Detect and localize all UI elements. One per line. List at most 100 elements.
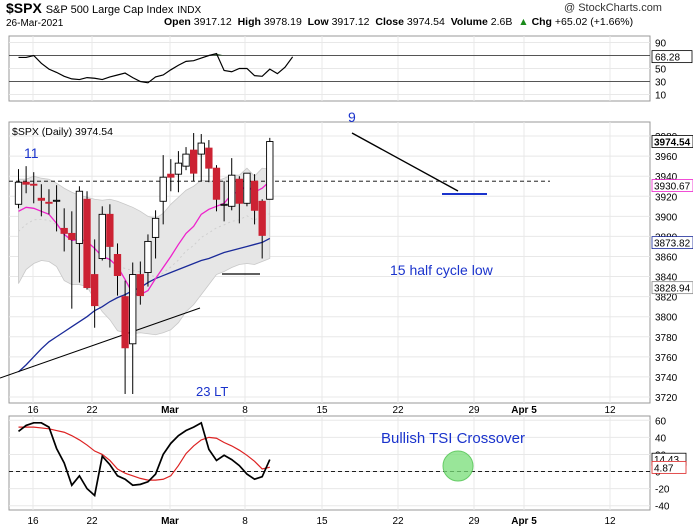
candle-down: [30, 183, 38, 186]
x-axis-label-bottom: 29: [468, 516, 480, 527]
price-value-label: 3828.94: [654, 284, 691, 295]
x-axis-label-bottom: 16: [27, 516, 39, 527]
price-value-tag: [651, 236, 693, 250]
candle-up: [174, 162, 183, 175]
price-tick-label: 3780: [655, 333, 678, 344]
candle-down: [45, 201, 53, 204]
price-tick-label: 3860: [655, 252, 678, 263]
candle-down: [22, 181, 30, 185]
exchange: INDX: [177, 5, 202, 16]
x-axis-label: Mar: [161, 405, 179, 416]
support-trend-line: [0, 307, 201, 379]
low-label: Low: [307, 16, 329, 28]
price-value-label: 3974.54: [654, 138, 691, 149]
candle-up: [197, 142, 205, 155]
x-axis-label: 16: [27, 405, 39, 416]
tsi-value-label: 4.87: [654, 463, 674, 474]
tsi-signal-line: [18, 426, 270, 481]
chg-label: Chg: [531, 16, 552, 28]
candle-down: [37, 197, 45, 201]
candle-down: [106, 213, 114, 247]
ma-long-line: [18, 237, 271, 373]
high-label: High: [237, 16, 261, 28]
candle-down: [68, 232, 76, 240]
candle-down: [205, 147, 213, 169]
candle-down: [121, 296, 129, 349]
candle-up: [182, 153, 190, 167]
candle-up: [228, 174, 236, 207]
x-axis-label: 22: [86, 405, 98, 416]
rsi-value-tag: [651, 50, 693, 64]
x-axis-label-bottom: 15: [316, 516, 328, 527]
candle-down: [235, 178, 243, 204]
tsi-line: [17, 421, 271, 498]
up-arrow-icon: ▲: [518, 16, 529, 28]
price-tick-label: 3840: [655, 273, 678, 284]
resistance-trend-line: [351, 132, 459, 192]
tsi-panel-frame: [8, 415, 651, 511]
close-value: 3974.54: [406, 16, 445, 28]
price-tick-label: 3760: [655, 353, 678, 364]
rsi-tick-label: 30: [655, 78, 667, 89]
open-value: 3917.12: [193, 16, 232, 28]
price-value-label: 3873.82: [654, 239, 691, 250]
candle-down: [113, 254, 122, 276]
candle-down: [83, 198, 91, 289]
volume-label: Volume: [450, 16, 488, 28]
candle-up: [98, 213, 106, 259]
price-tick-label: 3900: [655, 212, 678, 223]
price-value-tag: [651, 281, 693, 295]
candle-down: [250, 180, 259, 211]
price-annotation: 9: [348, 109, 356, 125]
candle-up: [75, 190, 84, 244]
price-tick-label: 3800: [655, 313, 678, 324]
candle-up: [243, 172, 251, 204]
low-value: 3917.12: [331, 16, 370, 28]
chg-value: +65.02 (+1.66%): [554, 16, 634, 28]
price-tick-label: 3960: [655, 152, 678, 163]
price-annotation: 23 LT: [196, 384, 228, 399]
tsi-tick-label: -40: [655, 502, 670, 513]
security-name: S&P 500 Large Cap Index: [45, 4, 174, 16]
ohlc-readout: Open 3917.12 High 3978.19 Low 3917.12 Cl…: [164, 16, 633, 28]
ma-short-line: [18, 180, 271, 296]
price-panel-title: $SPX (Daily) 3974.54: [12, 126, 113, 138]
x-axis-label-bottom: 12: [604, 516, 616, 527]
price-tick-label: 3740: [655, 373, 678, 384]
x-axis-label: Apr 5: [511, 405, 537, 416]
date-label: 26-Mar-2021: [6, 18, 64, 29]
volume-value: 2.6B: [490, 16, 513, 28]
tsi-value-tag: [651, 460, 687, 474]
x-axis-label: 12: [604, 405, 616, 416]
candle-down: [167, 173, 175, 178]
x-axis-label-bottom: Mar: [161, 516, 179, 527]
x-axis-label: 22: [392, 405, 404, 416]
price-band-midline: [18, 213, 270, 278]
x-axis-label: 29: [468, 405, 480, 416]
tsi-tick-label: 40: [655, 433, 667, 444]
x-axis-label-bottom: 22: [86, 516, 98, 527]
price-tick-label: 3940: [655, 172, 678, 183]
tsi-tick-label: 60: [655, 416, 667, 427]
price-tick-label: 3720: [655, 393, 678, 404]
candle-up: [266, 141, 274, 200]
candle-up: [52, 199, 61, 202]
high-value: 3978.19: [263, 16, 302, 28]
candle-down: [90, 274, 99, 307]
candle-up: [151, 217, 160, 238]
price-tick-label: 3820: [655, 293, 678, 304]
close-label: Close: [375, 16, 404, 28]
rsi-value-label: 68.28: [655, 53, 680, 64]
candle-up: [129, 274, 137, 345]
tsi-value-label: 14.43: [654, 455, 679, 466]
candle-up: [159, 176, 167, 202]
crossover-highlight-circle: [442, 450, 474, 482]
x-axis-label-bottom: 22: [392, 516, 404, 527]
x-axis-label-bottom: Apr 5: [511, 516, 537, 527]
price-annotation: 11: [24, 145, 39, 161]
price-value-label: 3930.67: [654, 182, 691, 193]
open-label: Open: [164, 16, 191, 28]
tsi-annotation: Bullish TSI Crossover: [381, 430, 525, 447]
candle-down: [212, 167, 221, 200]
